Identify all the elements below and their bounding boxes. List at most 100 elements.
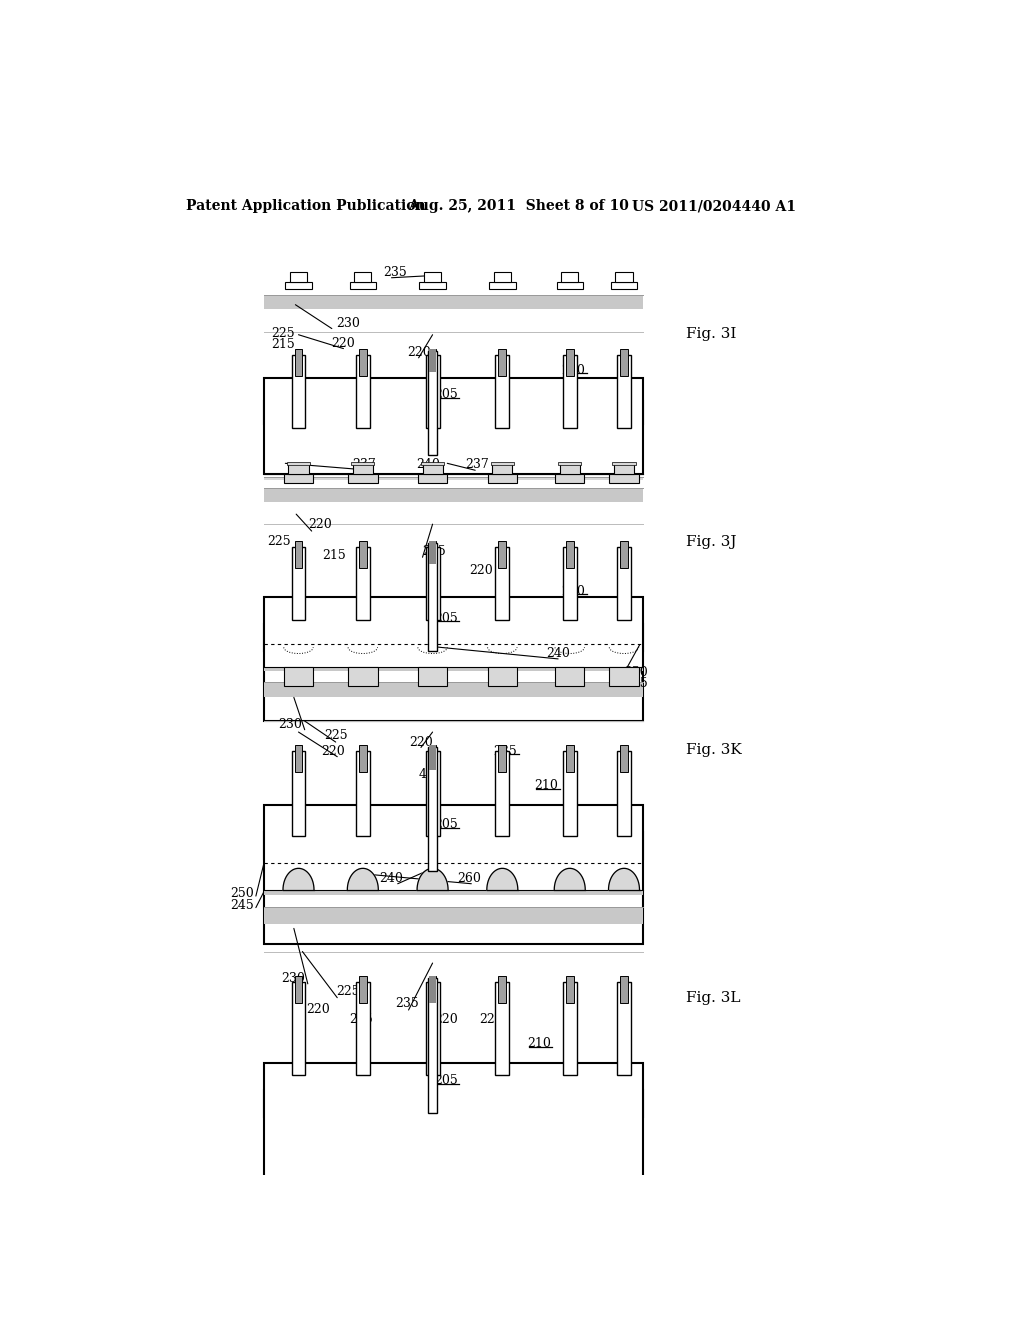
- Bar: [621, 541, 628, 568]
- Bar: [428, 747, 437, 871]
- Text: 210: 210: [526, 1038, 551, 1051]
- Bar: [354, 272, 372, 281]
- Bar: [617, 355, 631, 428]
- Bar: [349, 281, 376, 289]
- Bar: [292, 355, 305, 428]
- Text: 220: 220: [407, 346, 430, 359]
- Bar: [284, 474, 313, 483]
- Bar: [290, 272, 307, 281]
- Text: 210: 210: [535, 779, 558, 792]
- Bar: [263, 378, 643, 474]
- Polygon shape: [486, 869, 518, 890]
- Bar: [359, 348, 367, 376]
- Text: 220: 220: [409, 735, 433, 748]
- Text: 260: 260: [457, 871, 481, 884]
- Bar: [609, 474, 639, 483]
- Bar: [493, 463, 512, 474]
- Bar: [555, 474, 585, 483]
- Text: 235: 235: [395, 998, 419, 1010]
- Bar: [295, 348, 302, 376]
- Bar: [621, 348, 628, 376]
- Text: 225: 225: [336, 985, 359, 998]
- Text: 230: 230: [279, 718, 302, 731]
- Bar: [359, 541, 367, 568]
- Bar: [496, 355, 509, 428]
- Bar: [496, 548, 509, 620]
- Bar: [263, 682, 643, 697]
- Polygon shape: [283, 869, 314, 890]
- Bar: [356, 751, 370, 836]
- Bar: [611, 281, 637, 289]
- Bar: [563, 355, 577, 428]
- Bar: [557, 281, 583, 289]
- Bar: [263, 1063, 643, 1237]
- Text: 205: 205: [434, 388, 458, 401]
- Text: 237: 237: [352, 458, 376, 471]
- Bar: [615, 272, 633, 281]
- Bar: [566, 744, 573, 772]
- Bar: [499, 977, 506, 1003]
- Bar: [263, 477, 643, 480]
- Text: US 2011/0204440 A1: US 2011/0204440 A1: [632, 199, 796, 213]
- Bar: [418, 667, 447, 686]
- Text: 225: 225: [267, 535, 291, 548]
- Text: 225: 225: [271, 327, 295, 341]
- Bar: [263, 624, 643, 651]
- Bar: [429, 541, 435, 564]
- Text: 245: 245: [230, 899, 254, 912]
- Bar: [263, 667, 643, 671]
- Bar: [263, 296, 643, 309]
- Bar: [494, 272, 511, 281]
- Text: Fig. 3I: Fig. 3I: [686, 327, 736, 341]
- Bar: [286, 281, 311, 289]
- Bar: [612, 462, 636, 465]
- Bar: [426, 355, 439, 428]
- Bar: [487, 667, 517, 686]
- Text: 220: 220: [469, 564, 493, 577]
- Bar: [496, 982, 509, 1074]
- Text: 250: 250: [624, 667, 648, 680]
- Bar: [563, 751, 577, 836]
- Bar: [263, 832, 643, 859]
- Bar: [421, 462, 444, 465]
- Bar: [566, 541, 573, 568]
- Text: 240: 240: [546, 647, 570, 660]
- Bar: [263, 401, 643, 424]
- Bar: [609, 667, 639, 686]
- Bar: [359, 744, 367, 772]
- Text: 215: 215: [322, 549, 345, 562]
- Bar: [428, 351, 437, 455]
- Text: 220: 220: [479, 1012, 503, 1026]
- Bar: [263, 805, 643, 944]
- Bar: [429, 977, 435, 1003]
- Text: 215: 215: [349, 1012, 373, 1026]
- Bar: [563, 548, 577, 620]
- Bar: [561, 272, 579, 281]
- Bar: [429, 541, 436, 568]
- Bar: [617, 982, 631, 1074]
- Text: 220: 220: [308, 519, 332, 532]
- Bar: [263, 890, 643, 895]
- Bar: [295, 744, 302, 772]
- Bar: [295, 977, 302, 1003]
- Bar: [617, 751, 631, 836]
- Text: 215: 215: [271, 338, 295, 351]
- Bar: [426, 982, 439, 1074]
- Bar: [499, 744, 506, 772]
- Bar: [423, 463, 442, 474]
- Bar: [292, 548, 305, 620]
- Text: 220: 220: [322, 744, 345, 758]
- Bar: [566, 348, 573, 376]
- Bar: [263, 488, 643, 502]
- Bar: [356, 548, 370, 620]
- Text: 210: 210: [562, 363, 586, 376]
- Bar: [487, 474, 517, 483]
- Polygon shape: [554, 869, 586, 890]
- Text: 235: 235: [384, 265, 408, 279]
- Bar: [289, 463, 308, 474]
- Bar: [489, 281, 515, 289]
- Bar: [356, 982, 370, 1074]
- Text: Fig. 3K: Fig. 3K: [686, 743, 741, 756]
- Text: 237: 237: [465, 458, 488, 471]
- Bar: [418, 474, 447, 483]
